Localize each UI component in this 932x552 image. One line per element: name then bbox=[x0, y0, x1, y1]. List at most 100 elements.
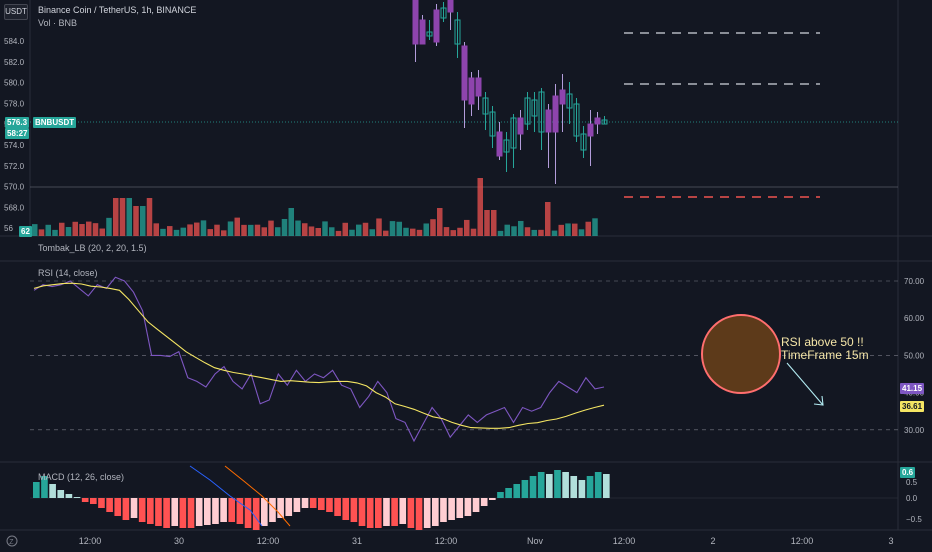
rsi-tick-label: 30.00 bbox=[904, 426, 925, 435]
volume-bar bbox=[396, 221, 402, 236]
macd-histogram-bar bbox=[261, 498, 268, 526]
price-tick-label: 570.0 bbox=[4, 183, 25, 192]
candle-body bbox=[489, 111, 496, 137]
volume-bar bbox=[106, 217, 112, 236]
macd-histogram-bar bbox=[423, 498, 431, 528]
macd-histogram-bar bbox=[171, 498, 179, 526]
candle-body bbox=[552, 95, 559, 133]
volume-bar bbox=[214, 224, 220, 236]
macd-histogram-bar bbox=[318, 498, 325, 510]
volume-bar bbox=[207, 229, 213, 236]
volume-bar bbox=[288, 208, 294, 236]
macd-histogram-bar bbox=[358, 498, 366, 526]
candle-body bbox=[580, 133, 587, 151]
volume-bar bbox=[86, 221, 92, 236]
time-axis-label: 12:00 bbox=[257, 536, 280, 546]
volume-bar bbox=[187, 224, 193, 236]
macd-histogram-bar bbox=[570, 476, 578, 498]
volume-bar bbox=[153, 223, 159, 236]
macd-histogram-bar bbox=[244, 498, 252, 528]
annotation-line-1[interactable]: RSI above 50 !! bbox=[781, 335, 864, 349]
candle-body bbox=[412, 0, 419, 45]
volume-bar bbox=[227, 221, 234, 236]
candle-body bbox=[594, 117, 601, 125]
macd-histogram-bar bbox=[285, 498, 293, 516]
candle-body bbox=[433, 9, 440, 43]
volume-bar bbox=[79, 224, 85, 236]
macd-histogram-bar bbox=[269, 498, 276, 522]
volume-bar bbox=[315, 227, 321, 236]
ticker-tag: BNBUSDT bbox=[33, 117, 77, 128]
candle-body bbox=[496, 131, 503, 157]
macd-histogram-bar bbox=[562, 472, 569, 498]
price-tick-label: 572.0 bbox=[4, 162, 25, 171]
macd-histogram-bar bbox=[350, 498, 358, 522]
macd-histogram-bar bbox=[578, 480, 586, 498]
volume-bar bbox=[349, 229, 355, 236]
macd-tick-label: −0.5 bbox=[906, 515, 922, 524]
time-axis-label: Nov bbox=[527, 536, 544, 546]
macd-histogram-bar bbox=[464, 498, 472, 516]
macd-tick-label: 0.0 bbox=[906, 494, 918, 503]
volume-bar bbox=[410, 228, 416, 236]
volume-bar bbox=[403, 227, 409, 236]
macd-histogram-bar bbox=[81, 498, 89, 502]
macd-histogram-bar bbox=[472, 498, 480, 512]
macd-histogram-bar bbox=[301, 498, 309, 508]
rsi-ma-line bbox=[33, 282, 605, 429]
macd-histogram-bar bbox=[187, 498, 195, 528]
volume-bar bbox=[423, 223, 429, 236]
volume-bar bbox=[59, 222, 65, 236]
price-tick-label: 584.0 bbox=[4, 37, 25, 46]
macd-histogram-bar bbox=[603, 474, 610, 498]
price-tick-label: 574.0 bbox=[4, 141, 25, 150]
macd-histogram-bar bbox=[73, 497, 81, 498]
macd-histogram-bar bbox=[448, 498, 455, 520]
macd-histogram-bar bbox=[383, 498, 390, 526]
annotation-line-2[interactable]: TimeFrame 15m bbox=[781, 348, 869, 362]
time-axis-label: 30 bbox=[174, 536, 184, 546]
macd-histogram-bar bbox=[366, 498, 374, 528]
rsi-tick-label: 70.00 bbox=[904, 277, 925, 286]
candle-body bbox=[573, 103, 580, 137]
macd-histogram-bar bbox=[480, 498, 488, 506]
macd-histogram-bar bbox=[204, 498, 211, 525]
volume-value-tag: 62 bbox=[19, 226, 32, 237]
rsi-tick-label: 60.00 bbox=[904, 314, 925, 323]
price-tick-label: 582.0 bbox=[4, 58, 25, 67]
candle-body bbox=[587, 123, 594, 137]
volume-bar bbox=[173, 229, 180, 236]
macd-histogram-bar bbox=[236, 498, 244, 524]
candle-body bbox=[468, 77, 475, 105]
volume-bar bbox=[565, 223, 571, 236]
macd-histogram-bar bbox=[212, 498, 219, 524]
price-countdown: 58:27 bbox=[5, 128, 30, 139]
volume-bar bbox=[160, 228, 166, 236]
macd-histogram-bar bbox=[415, 498, 423, 530]
macd-histogram-bar bbox=[147, 498, 154, 524]
volume-bar bbox=[545, 202, 551, 236]
rsi-label: RSI (14, close) bbox=[38, 268, 98, 278]
volume-bar bbox=[119, 198, 126, 236]
arrow-icon bbox=[786, 362, 824, 406]
volume-bar bbox=[281, 218, 288, 236]
rsi-tick-label: 50.00 bbox=[904, 351, 925, 360]
macd-label: MACD (12, 26, close) bbox=[38, 472, 125, 482]
tv-logo-icon[interactable]: Z bbox=[6, 534, 18, 547]
macd-histogram-bar bbox=[57, 490, 65, 498]
currency-button[interactable]: USDT bbox=[4, 4, 28, 20]
volume-bar bbox=[511, 226, 517, 236]
volume-bar bbox=[572, 223, 578, 236]
candle-body bbox=[482, 97, 489, 115]
volume-bar bbox=[92, 223, 99, 236]
candle-body bbox=[503, 139, 510, 153]
volume-bar bbox=[234, 217, 240, 236]
volume-bar bbox=[464, 219, 470, 236]
volume-bar bbox=[450, 230, 456, 236]
candle-body bbox=[524, 97, 531, 125]
macd-histogram-bar bbox=[49, 484, 56, 498]
price-tick-label: 568.0 bbox=[4, 203, 25, 212]
volume-bar bbox=[592, 218, 598, 236]
